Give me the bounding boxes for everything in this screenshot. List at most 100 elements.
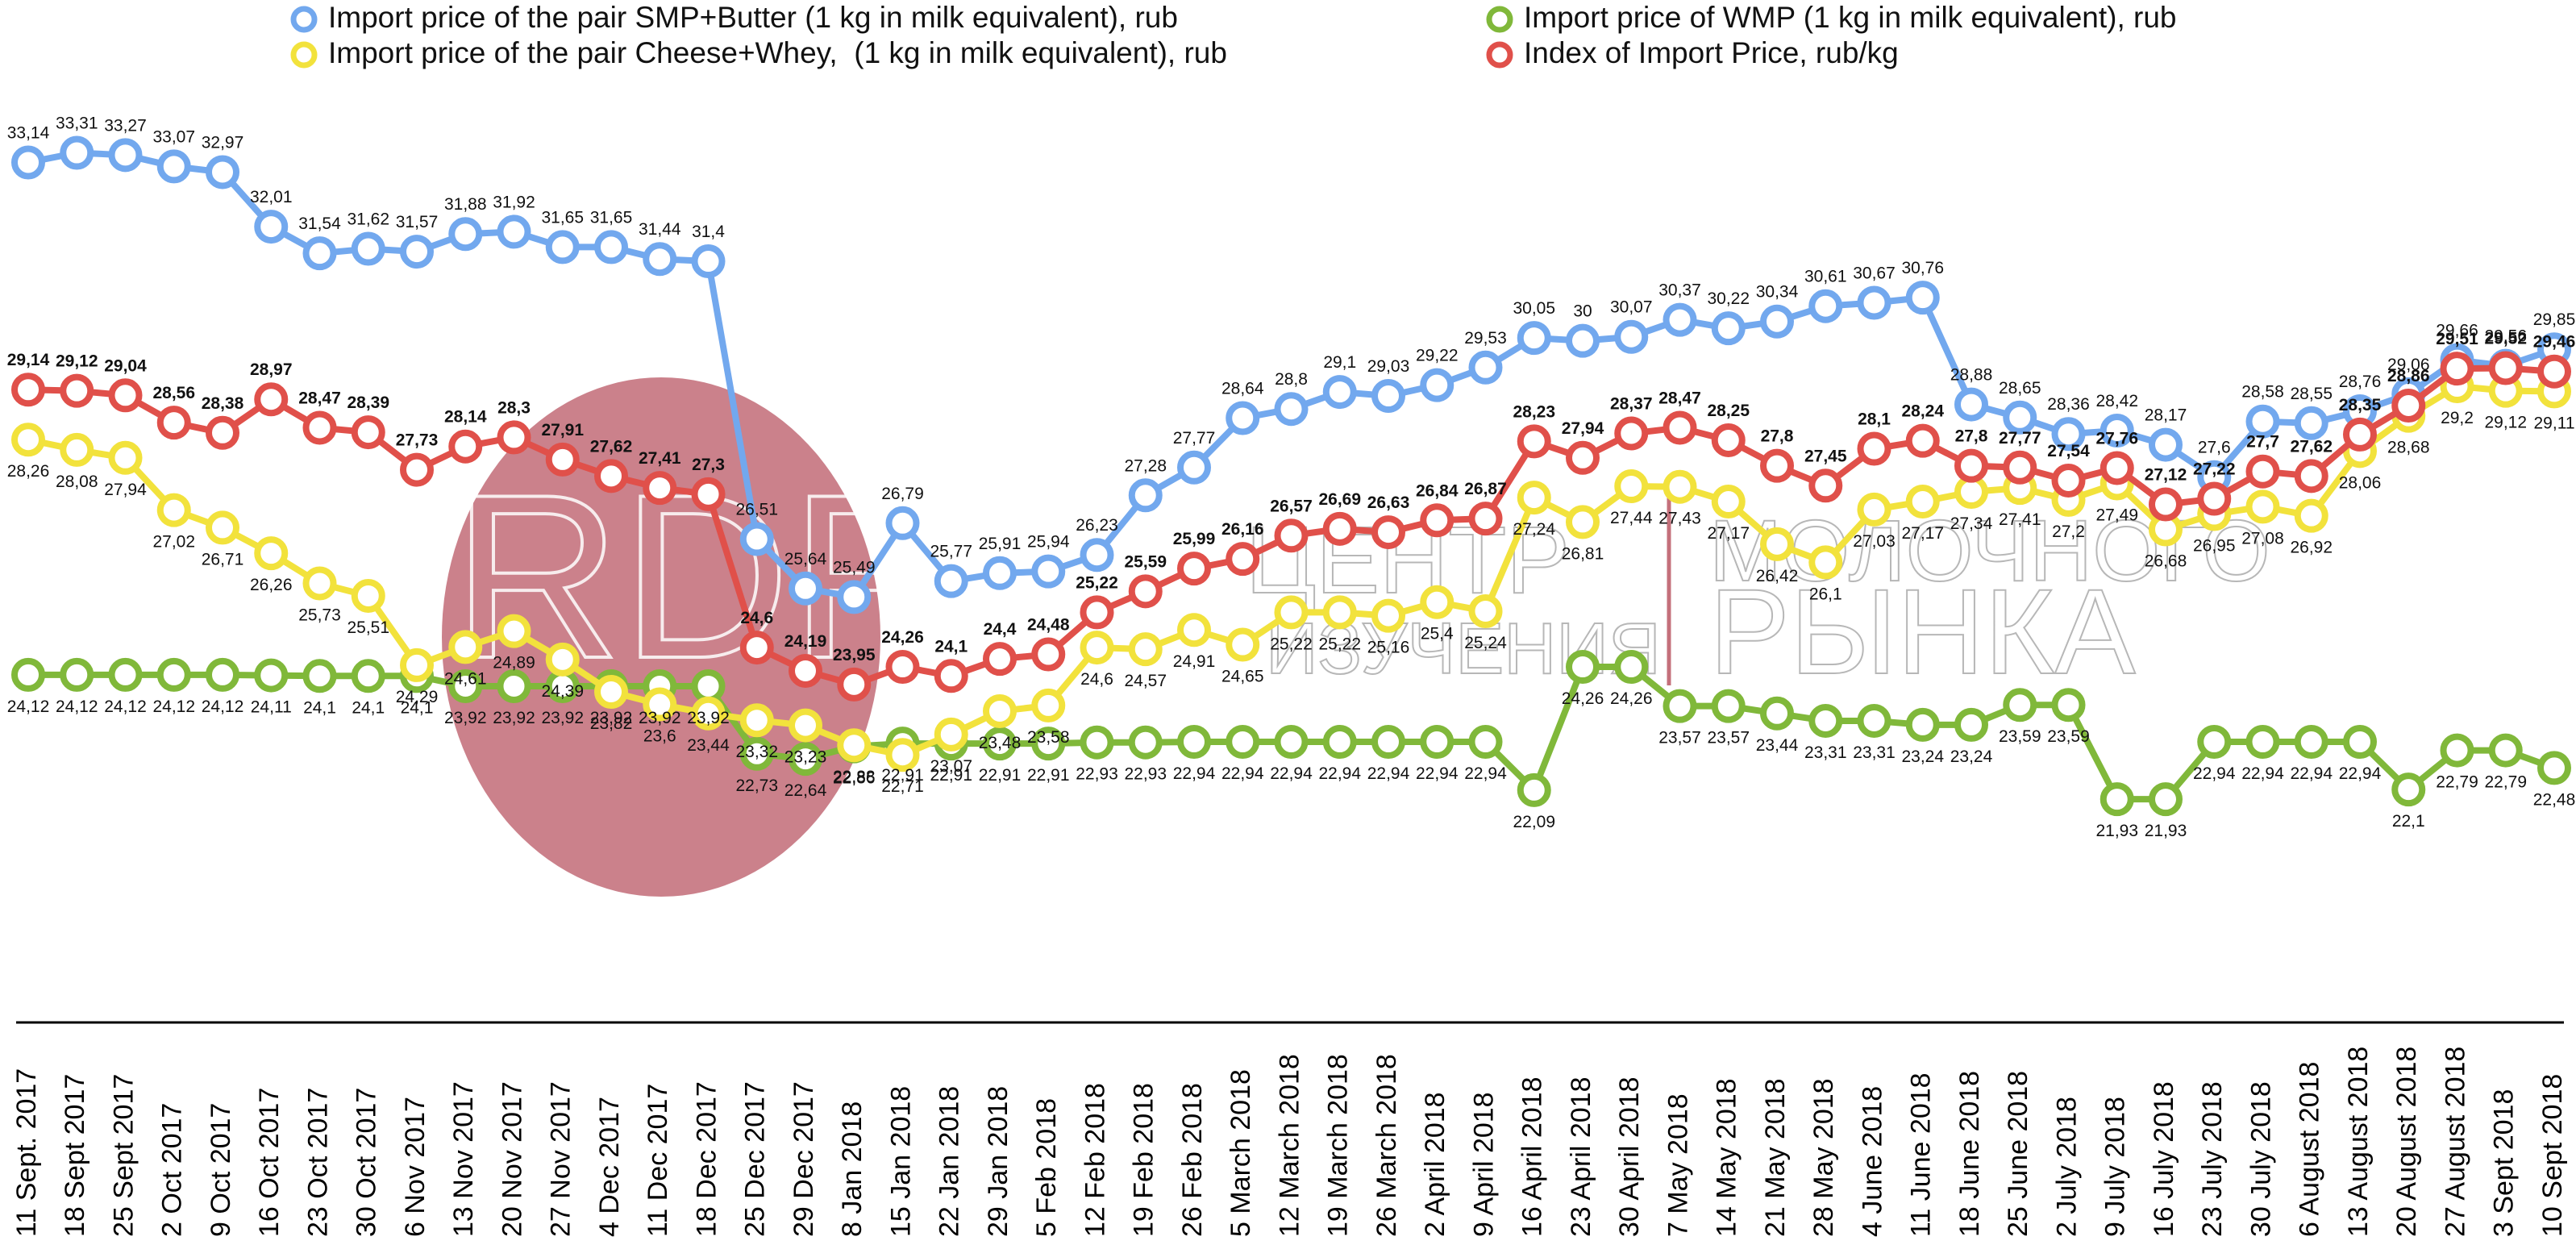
value-label: 28,76 bbox=[2339, 373, 2382, 391]
value-label: 27,62 bbox=[2290, 437, 2333, 456]
value-label: 25,49 bbox=[833, 558, 876, 577]
value-label: 22,94 bbox=[1464, 764, 1507, 783]
x-tick-label: 23 July 2018 bbox=[2197, 1081, 2228, 1237]
x-tick-label: 11 Dec 2017 bbox=[643, 1084, 673, 1237]
point bbox=[1274, 725, 1309, 760]
point bbox=[2440, 733, 2474, 768]
x-tick-label: 5 March 2018 bbox=[1226, 1069, 1256, 1237]
legend-label: Import price of WMP (1 kg in milk equiva… bbox=[1524, 1, 2176, 34]
point bbox=[1177, 450, 1211, 485]
value-label: 26,71 bbox=[202, 550, 244, 568]
value-label: 28,42 bbox=[2095, 392, 2138, 410]
point bbox=[1080, 595, 1114, 630]
value-label: 28,25 bbox=[1707, 402, 1750, 420]
point bbox=[2051, 417, 2086, 452]
point bbox=[1080, 725, 1114, 760]
point bbox=[1517, 481, 1551, 515]
x-tick-label: 6 Nov 2017 bbox=[400, 1097, 431, 1237]
point bbox=[254, 536, 289, 571]
point bbox=[2003, 688, 2037, 722]
point bbox=[1031, 637, 1066, 672]
value-label: 28,08 bbox=[56, 473, 98, 491]
x-tick-label: 5 Feb 2018 bbox=[1031, 1098, 1062, 1237]
value-label: 25,59 bbox=[1124, 552, 1167, 571]
point bbox=[302, 566, 337, 601]
point bbox=[1420, 585, 1454, 619]
point bbox=[2537, 354, 2571, 389]
value-label: 27,43 bbox=[1658, 510, 1701, 528]
value-label: 24,61 bbox=[444, 669, 487, 688]
point bbox=[691, 244, 726, 279]
point bbox=[2100, 413, 2134, 448]
point bbox=[1905, 281, 1940, 315]
x-tick-label: 29 Dec 2017 bbox=[789, 1081, 819, 1237]
point bbox=[1226, 401, 1260, 435]
series bbox=[11, 135, 2571, 614]
value-label: 22,48 bbox=[2533, 790, 2576, 809]
legend-marker bbox=[1486, 41, 1513, 69]
point bbox=[206, 657, 239, 692]
value-label: 26,79 bbox=[881, 485, 924, 503]
point bbox=[1322, 511, 1357, 546]
point bbox=[2294, 406, 2328, 440]
point bbox=[2003, 400, 2037, 435]
value-label: 28,55 bbox=[2290, 385, 2333, 403]
value-label: 25,4 bbox=[1421, 625, 1454, 643]
value-label: 31,88 bbox=[444, 195, 487, 214]
point bbox=[1614, 650, 1649, 685]
x-tick-label: 16 July 2018 bbox=[2149, 1081, 2179, 1237]
value-label: 23,92 bbox=[541, 709, 584, 727]
legend-label: Import price of the pair SMP+Butter (1 k… bbox=[328, 1, 1178, 34]
value-label: 29,11 bbox=[2534, 414, 2575, 432]
value-label: 22,91 bbox=[930, 766, 972, 785]
x-tick-label: 7 May 2018 bbox=[1663, 1093, 1693, 1237]
value-label: 24,11 bbox=[251, 698, 292, 717]
point bbox=[1905, 423, 1940, 458]
point bbox=[739, 736, 774, 771]
point bbox=[1371, 598, 1405, 633]
value-label: 25,99 bbox=[1173, 530, 1216, 548]
value-label: 23,95 bbox=[833, 646, 876, 664]
value-label: 22,71 bbox=[881, 777, 924, 796]
value-label: 21,93 bbox=[2095, 822, 2138, 840]
value-label: 29,04 bbox=[104, 356, 147, 375]
point bbox=[1808, 703, 1843, 738]
value-label: 27,41 bbox=[639, 449, 681, 468]
point bbox=[983, 727, 1017, 761]
point bbox=[1857, 492, 1891, 527]
value-label: 22,1 bbox=[2392, 812, 2425, 831]
point bbox=[1371, 725, 1405, 760]
point bbox=[497, 614, 531, 648]
value-label: 33,27 bbox=[104, 116, 147, 135]
value-label: 24,91 bbox=[1173, 652, 1216, 671]
value-label: 28,23 bbox=[1513, 402, 1555, 421]
value-label: 24,6 bbox=[740, 609, 773, 627]
value-label: 28,56 bbox=[152, 384, 195, 402]
point bbox=[2488, 351, 2523, 385]
value-label: 30,22 bbox=[1707, 289, 1750, 308]
value-label: 27,91 bbox=[541, 421, 584, 439]
value-label: 22,94 bbox=[2339, 764, 2382, 783]
value-label: 22,93 bbox=[1124, 765, 1167, 784]
point bbox=[1954, 707, 1988, 742]
value-label: 24,12 bbox=[104, 697, 147, 716]
value-label: 31,44 bbox=[639, 220, 681, 239]
point bbox=[1808, 545, 1843, 580]
value-label: 22,94 bbox=[1221, 764, 1264, 783]
point bbox=[11, 373, 45, 407]
point bbox=[2051, 463, 2086, 498]
x-tick-label: 12 Feb 2018 bbox=[1080, 1083, 1110, 1237]
value-label: 28,26 bbox=[7, 462, 50, 481]
point bbox=[60, 432, 94, 467]
point bbox=[254, 210, 289, 244]
value-label: 33,31 bbox=[56, 114, 98, 132]
point bbox=[789, 653, 822, 688]
value-label: 30,07 bbox=[1610, 298, 1653, 317]
value-label: 29,1 bbox=[1323, 353, 1356, 372]
x-tick-label: 13 August 2018 bbox=[2343, 1047, 2374, 1237]
x-tick-label: 20 August 2018 bbox=[2391, 1047, 2422, 1237]
value-label: 27,2 bbox=[2052, 523, 2085, 541]
point bbox=[351, 231, 385, 266]
point bbox=[837, 667, 872, 702]
value-label: 23,82 bbox=[590, 714, 633, 733]
